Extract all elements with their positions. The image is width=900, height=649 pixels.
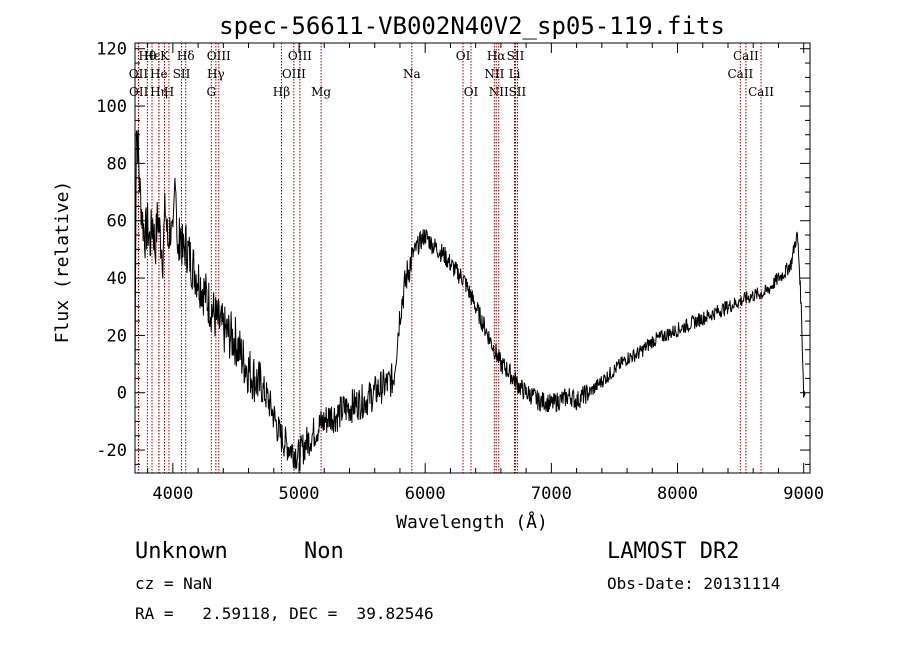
chart-title: spec-56611-VB002N40V2_sp05-119.fits (219, 12, 725, 40)
spectral-line-label: Li (509, 67, 521, 81)
y-tick-label: 120 (96, 40, 127, 60)
x-tick-label: 6000 (405, 484, 446, 504)
spectral-line-label: Na (403, 67, 421, 81)
spectral-line-label: Hγ (207, 67, 225, 81)
spectrum-line (134, 129, 806, 472)
y-tick-label: 0 (117, 384, 127, 404)
spectral-line-label: SII (173, 67, 191, 81)
spectral-line-label: OIII (288, 49, 312, 63)
y-tick-label: 40 (107, 269, 127, 289)
spectral-line-label: OI (464, 85, 479, 99)
spectral-line-label: CaII (733, 49, 759, 63)
spectral-line-label: OII (129, 67, 149, 81)
spectral-line-label: NII (484, 67, 504, 81)
spectral-line-label: CaII (727, 67, 753, 81)
spectral-line-markers (137, 43, 762, 473)
y-axis-ticks: -20 0 20 40 60 80 100 120 (96, 40, 810, 465)
spectral-line-label: Hα (487, 49, 506, 63)
spectral-line-label: H (164, 85, 174, 99)
object-subclass: Non (304, 539, 344, 564)
spectral-line-label: Hη (150, 85, 168, 99)
x-axis-label: Wavelength (Å) (396, 511, 548, 533)
y-tick-label: 20 (107, 326, 127, 346)
spectral-line-label: He (150, 67, 168, 81)
x-tick-label: 9000 (783, 484, 824, 504)
obs-date: Obs-Date: 20131114 (607, 574, 781, 593)
spectral-line-label: Hβ (273, 85, 290, 99)
plot-frame (134, 42, 811, 474)
y-axis-label: Flux (relative) (52, 181, 73, 344)
y-tick-label: 100 (96, 97, 127, 117)
spectral-line-label: CaII (748, 85, 774, 99)
x-tick-label: 4000 (152, 484, 193, 504)
redshift-cz: cz = NaN (135, 574, 213, 593)
spectral-line-label: SII (509, 85, 527, 99)
spectral-line-label: OI (456, 49, 471, 63)
x-tick-label: 8000 (657, 484, 698, 504)
spectral-line-label: SII (507, 49, 525, 63)
y-tick-label: 60 (107, 212, 127, 232)
spectral-line-label: Mg (311, 85, 331, 99)
object-class: Unknown (135, 539, 228, 564)
spectral-line-label: OIII (207, 49, 231, 63)
spectral-line-label: OIII (282, 67, 306, 81)
x-tick-label: 5000 (279, 484, 320, 504)
x-tick-label: 7000 (531, 484, 572, 504)
spectral-line-label: K (160, 49, 170, 63)
y-tick-label: 80 (107, 154, 127, 174)
y-tick-label: -20 (96, 441, 127, 461)
spectral-line-label: G (207, 85, 217, 99)
survey-name: LAMOST DR2 (607, 539, 740, 564)
spectral-line-label: NII (489, 85, 509, 99)
spectral-line-label: Hε (144, 49, 161, 63)
x-axis-ticks: 4000 5000 6000 7000 8000 9000 (147, 43, 824, 504)
spectral-line-label: Hθ (139, 49, 157, 63)
ra-dec: RA = 2.59118, DEC = 39.82546 (135, 604, 434, 623)
spectral-line-label: Hδ (177, 49, 195, 63)
